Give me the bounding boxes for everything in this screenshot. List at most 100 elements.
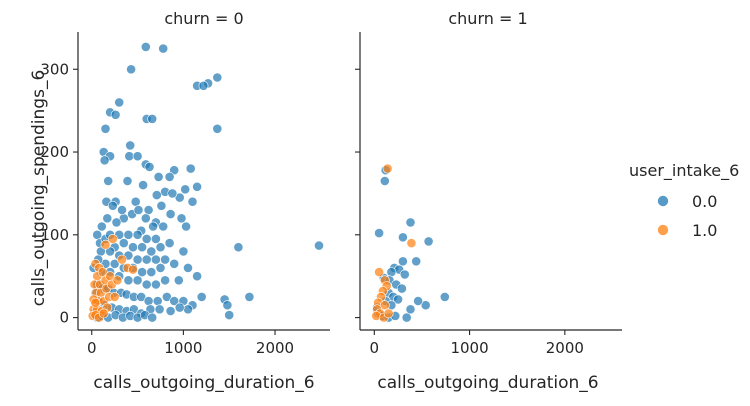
- scatter-point-intake-1: [98, 308, 109, 319]
- scatter-point-intake-0: [124, 151, 135, 162]
- scatter-point-intake-0: [158, 221, 169, 232]
- scatter-point-intake-0: [160, 254, 170, 265]
- scatter-point-intake-0: [411, 256, 422, 267]
- facet-churn-0: churn = 0 calls_outgoing_spendings_6 cal…: [29, 9, 330, 393]
- scatter-point-intake-0: [141, 254, 152, 265]
- scatter-point-intake-0: [397, 232, 408, 243]
- scatter-point-intake-0: [150, 233, 161, 244]
- scatter-point-intake-0: [165, 306, 176, 316]
- scatter-point-intake-0: [405, 217, 416, 228]
- scatter-point-intake-0: [161, 291, 172, 302]
- scatter-point-intake-0: [192, 271, 202, 282]
- scatter-point-intake-0: [132, 275, 143, 286]
- scatter-point-intake-0: [198, 80, 209, 91]
- scatter-point-intake-0: [155, 242, 166, 253]
- scatter-point-intake-0: [187, 196, 198, 207]
- scatter-point-intake-1: [383, 308, 394, 319]
- x-tick-label: 0: [87, 339, 97, 357]
- scatter-point-intake-1: [406, 238, 417, 248]
- scatter-point-intake-0: [165, 209, 176, 219]
- x-tick-label: 0: [370, 339, 380, 357]
- scatter-point-intake-0: [178, 246, 189, 257]
- scatter-point-intake-0: [96, 221, 107, 232]
- scatter-point-intake-0: [196, 291, 207, 302]
- scatter-point-intake-0: [141, 233, 152, 244]
- scatter-point-intake-0: [143, 296, 154, 306]
- scatter-point-intake-0: [174, 192, 185, 203]
- scatter-point-intake-0: [107, 200, 118, 211]
- scatter-point-intake-0: [386, 267, 397, 277]
- x-tick-label: 2000: [546, 339, 584, 357]
- legend-label: 1.0: [692, 221, 717, 240]
- scatter-point-intake-0: [212, 72, 223, 83]
- scatter-point-intake-0: [183, 304, 193, 315]
- scatter-point-intake-0: [164, 171, 175, 182]
- scatter-point-intake-0: [151, 190, 162, 200]
- scatter-point-intake-1: [107, 233, 118, 244]
- y-axis-label: calls_outgoing_spendings_6: [29, 70, 49, 307]
- facet-axes: 0 100 200 300 0 1000 2000: [40, 32, 330, 357]
- scatter-point-intake-0: [212, 123, 223, 134]
- scatter-point-intake-0: [181, 221, 191, 232]
- scatter-point-intake-0: [153, 171, 164, 182]
- scatter-point-intake-0: [397, 256, 408, 267]
- scatter-point-intake-0: [143, 205, 154, 215]
- scatter-point-intake-0: [399, 269, 410, 280]
- scatter-point-intake-0: [132, 254, 143, 265]
- scatter-point-intake-0: [138, 180, 148, 190]
- x-axis-label: calls_outgoing_duration_6: [377, 373, 598, 393]
- y-tick-label: 200: [40, 143, 69, 161]
- scatter-point-intake-0: [148, 221, 158, 232]
- scatter-point-intake-0: [155, 262, 166, 273]
- scatter-point-intake-0: [173, 275, 184, 286]
- scatter-point-intake-0: [146, 267, 157, 277]
- scatter-point-intake-0: [154, 304, 165, 315]
- scatter-point-intake-0: [100, 123, 111, 134]
- scatter-point-intake-0: [169, 258, 180, 269]
- scatter-point-intake-0: [379, 176, 390, 186]
- scatter-point-intake-0: [130, 196, 141, 207]
- y-tick-label: 100: [40, 226, 69, 244]
- scatter-point-intake-0: [103, 176, 114, 186]
- scatter-point-intake-0: [150, 279, 161, 290]
- scatter-point-intake-0: [185, 163, 196, 174]
- scatter-point-intake-0: [126, 64, 137, 75]
- facet-points: [371, 163, 450, 323]
- scatter-point-intake-1: [379, 300, 390, 311]
- scatter-point-intake-0: [128, 242, 138, 253]
- facet-title: churn = 1: [448, 9, 527, 28]
- legend-marker-1: [657, 224, 669, 236]
- scatter-point-intake-0: [169, 165, 180, 176]
- x-tick-label: 1000: [164, 339, 202, 357]
- scatter-point-intake-0: [99, 155, 110, 166]
- scatter-point-intake-0: [111, 217, 122, 228]
- scatter-point-intake-0: [105, 246, 115, 257]
- scatter-point-intake-0: [132, 229, 143, 240]
- scatter-point-intake-1: [100, 239, 111, 250]
- scatter-point-intake-0: [152, 296, 163, 306]
- facet-points: [87, 42, 324, 323]
- scatter-point-intake-0: [192, 181, 202, 192]
- scatter-point-intake-0: [176, 213, 187, 224]
- scatter-point-intake-0: [141, 279, 152, 290]
- facet-axes: 0 1000 2000: [355, 32, 622, 357]
- scatter-point-intake-0: [244, 291, 255, 302]
- scatter-point-intake-0: [122, 176, 133, 186]
- scatter-point-intake-0: [137, 242, 147, 253]
- scatter-point-intake-0: [180, 184, 191, 195]
- scatter-point-intake-0: [396, 283, 407, 294]
- y-tick-label: 300: [40, 60, 69, 78]
- scatter-point-intake-0: [102, 213, 113, 224]
- scatter-point-intake-0: [110, 109, 121, 120]
- scatter-point-intake-0: [137, 267, 147, 277]
- scatter-point-intake-0: [174, 302, 185, 313]
- scatter-point-intake-0: [109, 258, 120, 269]
- scatter-point-intake-0: [123, 275, 134, 286]
- scatter-point-intake-0: [393, 294, 403, 305]
- scatter-point-intake-0: [125, 140, 136, 151]
- scatter-point-intake-0: [140, 42, 151, 52]
- scatter-point-intake-0: [158, 43, 169, 54]
- scatter-point-intake-0: [117, 205, 127, 215]
- scatter-point-intake-0: [233, 242, 244, 253]
- legend-marker-0: [657, 195, 669, 207]
